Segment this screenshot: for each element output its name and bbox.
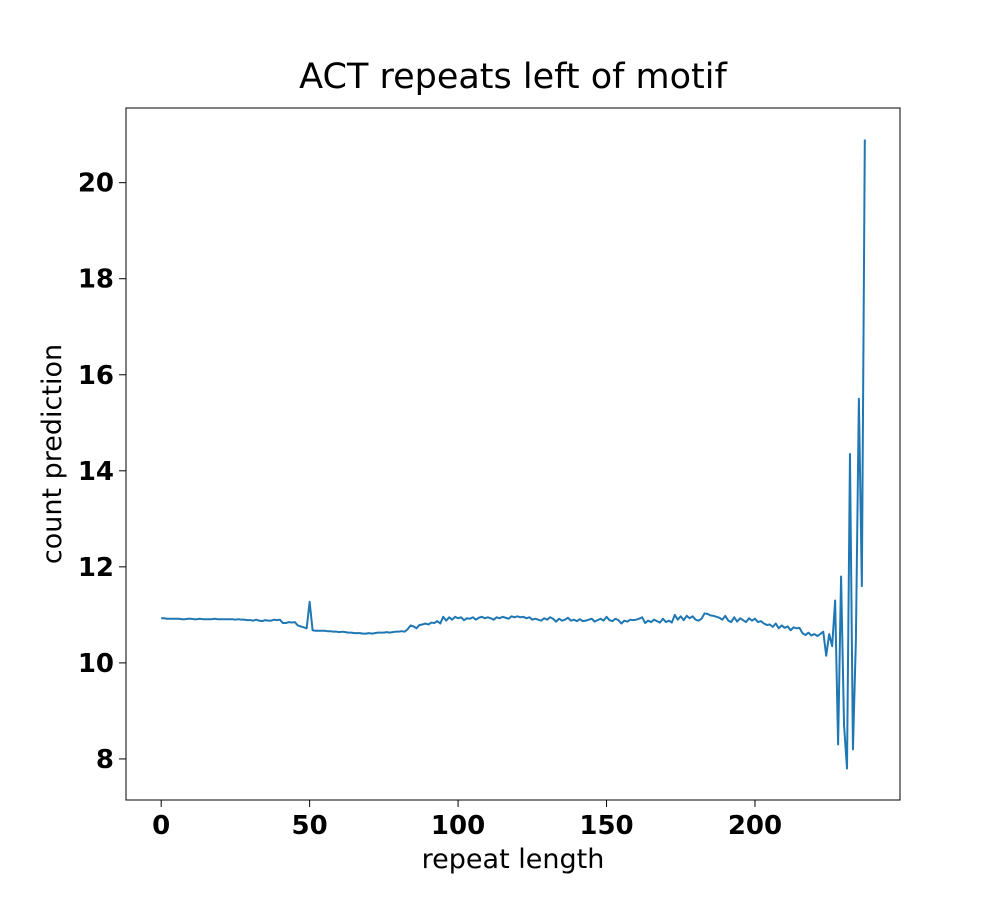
y-tick-label: 16 xyxy=(78,361,114,391)
y-tick-label: 18 xyxy=(78,265,114,295)
x-axis-label: repeat length xyxy=(422,844,605,875)
plot-frame xyxy=(125,107,901,801)
x-tick-label: 200 xyxy=(728,811,782,841)
y-tick-label: 8 xyxy=(96,745,114,775)
y-tick-label: 10 xyxy=(78,649,114,679)
y-tick-label: 12 xyxy=(78,553,114,583)
x-tick-label: 0 xyxy=(152,811,170,841)
x-tick-label: 50 xyxy=(292,811,328,841)
chart-title: ACT repeats left of motif xyxy=(299,57,727,97)
y-axis-label: count prediction xyxy=(37,344,68,564)
data-line xyxy=(161,139,866,770)
x-tick-label: 150 xyxy=(579,811,633,841)
y-tick-label: 14 xyxy=(78,457,114,487)
y-tick-label: 20 xyxy=(78,169,114,199)
x-tick-label: 100 xyxy=(431,811,485,841)
